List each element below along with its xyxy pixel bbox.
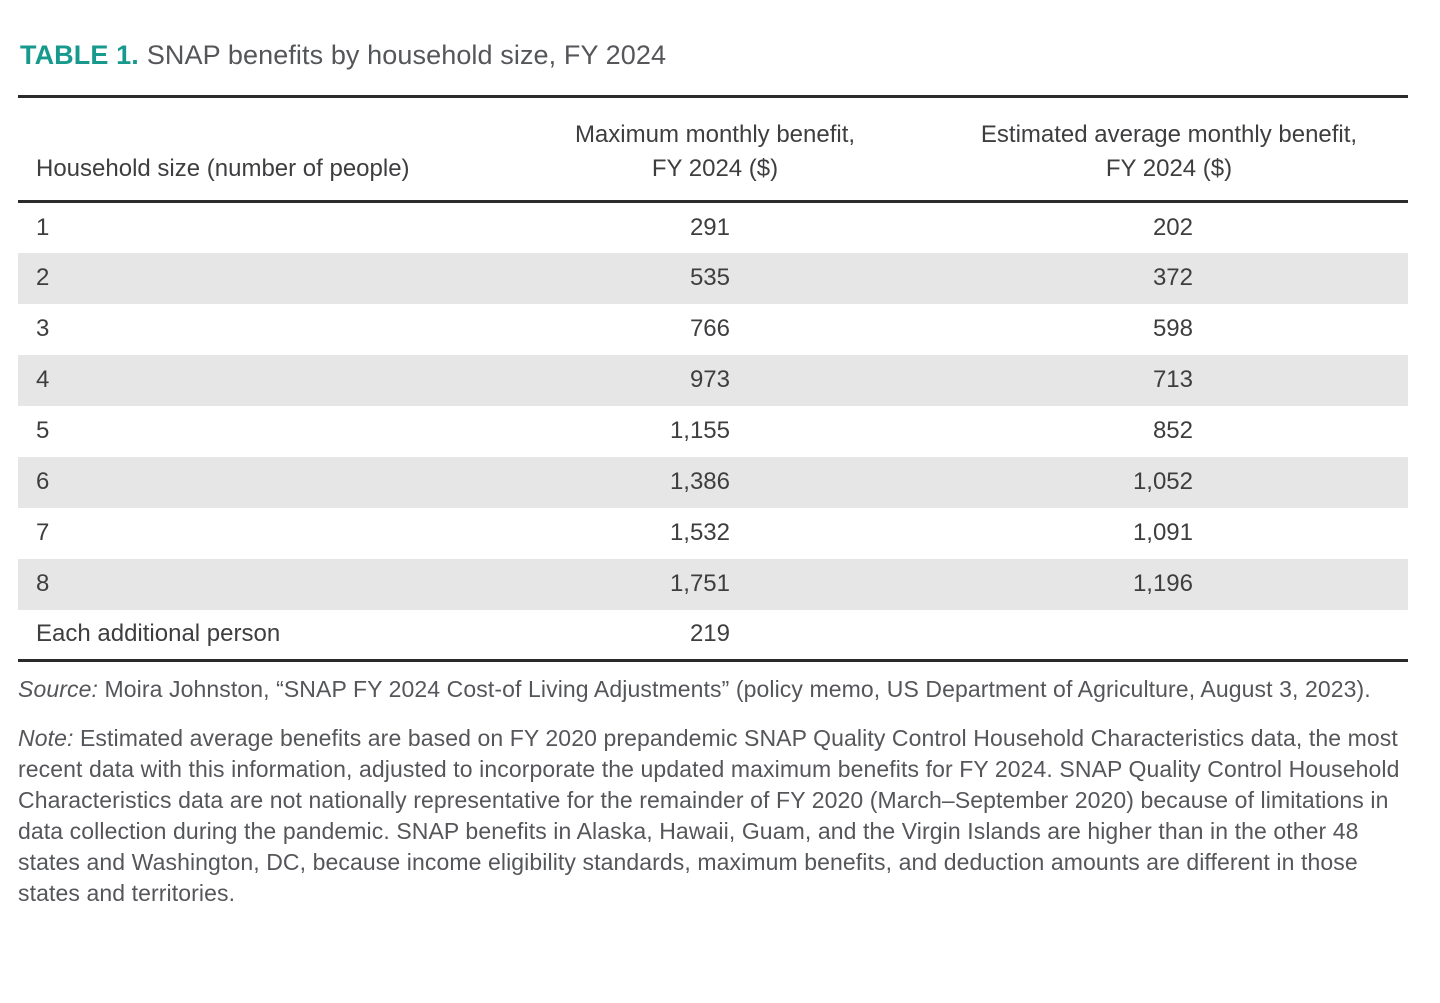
max-benefit-cell: 1,532 [669,519,730,546]
source-label: Source: [18,676,98,702]
avg-benefit-cell: 372 [930,252,1408,304]
max-benefit-cell: 766 [689,315,730,342]
table-header: Household size (number of people) Maximu… [18,96,1408,203]
table-body: 1 291 202 2 535 372 3 766 598 4 973 713 5 1,155 852 6 1,… [18,202,1408,661]
col-header-household-size: Household size (number of people) [18,96,500,203]
max-benefit-cell: 1,751 [500,558,930,610]
household-size-cell: 2 [18,252,500,304]
table-title: TABLE 1. SNAP benefits by household size,… [20,40,1408,71]
household-size-cell: Each additional person [36,620,281,648]
household-size-cell: 7 [36,519,50,546]
table-row: 8 1,751 1,196 [18,558,1408,610]
avg-benefit-cell [930,610,1408,661]
household-size-cell: 3 [36,315,50,342]
max-benefit-cell: 1,155 [669,417,730,444]
household-size-cell: 1 [36,213,50,241]
col-header-max-benefit-line2: FY 2024 ($) [651,155,779,182]
source-text: Moira Johnston, “SNAP FY 2024 Cost-of Li… [104,676,1371,702]
col-header-avg-benefit-line2: FY 2024 ($) [1105,155,1233,182]
max-benefit-cell: 535 [500,252,930,304]
table-row: 1 291 202 [18,202,1408,253]
avg-benefit-cell: 202 [1152,213,1193,241]
household-size-cell: 6 [18,456,500,508]
col-header-max-benefit-line1: Maximum monthly benefit, [574,121,856,148]
avg-benefit-cell: 852 [1152,417,1193,444]
document-page: TABLE 1. SNAP benefits by household size,… [18,40,1410,909]
max-benefit-cell: 291 [689,213,730,241]
household-size-cell: 8 [18,558,500,610]
max-benefit-cell: 1,386 [500,456,930,508]
avg-benefit-cell: 713 [930,354,1408,406]
table-row: 2 535 372 [18,252,1408,304]
table-title-text: SNAP benefits by household size, FY 2024 [146,40,667,70]
note-text: Estimated average benefits are based on … [18,725,1400,906]
note-label: Note: [18,725,74,751]
table-row: 5 1,155 852 [18,406,1408,457]
col-header-max-benefit: Maximum monthly benefit, FY 2024 ($) [500,96,930,203]
avg-benefit-cell: 1,196 [930,558,1408,610]
table-row: 4 973 713 [18,354,1408,406]
note-paragraph: Note: Estimated average benefits are bas… [18,723,1410,909]
max-benefit-cell: 219 [689,620,730,648]
table-row: Each additional person 219 [18,610,1408,661]
header-row: Household size (number of people) Maximu… [18,96,1408,203]
household-size-cell: 5 [36,417,50,444]
snap-benefits-table: Household size (number of people) Maximu… [18,95,1408,662]
col-header-avg-benefit: Estimated average monthly benefit, FY 202… [930,96,1408,203]
avg-benefit-cell: 1,091 [1132,519,1193,546]
table-row: 6 1,386 1,052 [18,456,1408,508]
household-size-cell: 4 [18,354,500,406]
col-header-avg-benefit-line1: Estimated average monthly benefit, [980,121,1358,148]
avg-benefit-cell: 1,052 [930,456,1408,508]
max-benefit-cell: 973 [500,354,930,406]
table-row: 7 1,532 1,091 [18,508,1408,559]
source-line: Source: Moira Johnston, “SNAP FY 2024 Co… [18,674,1410,705]
avg-benefit-cell: 598 [1152,315,1193,342]
table-row: 3 766 598 [18,304,1408,355]
table-number-label: TABLE 1. [20,40,139,70]
